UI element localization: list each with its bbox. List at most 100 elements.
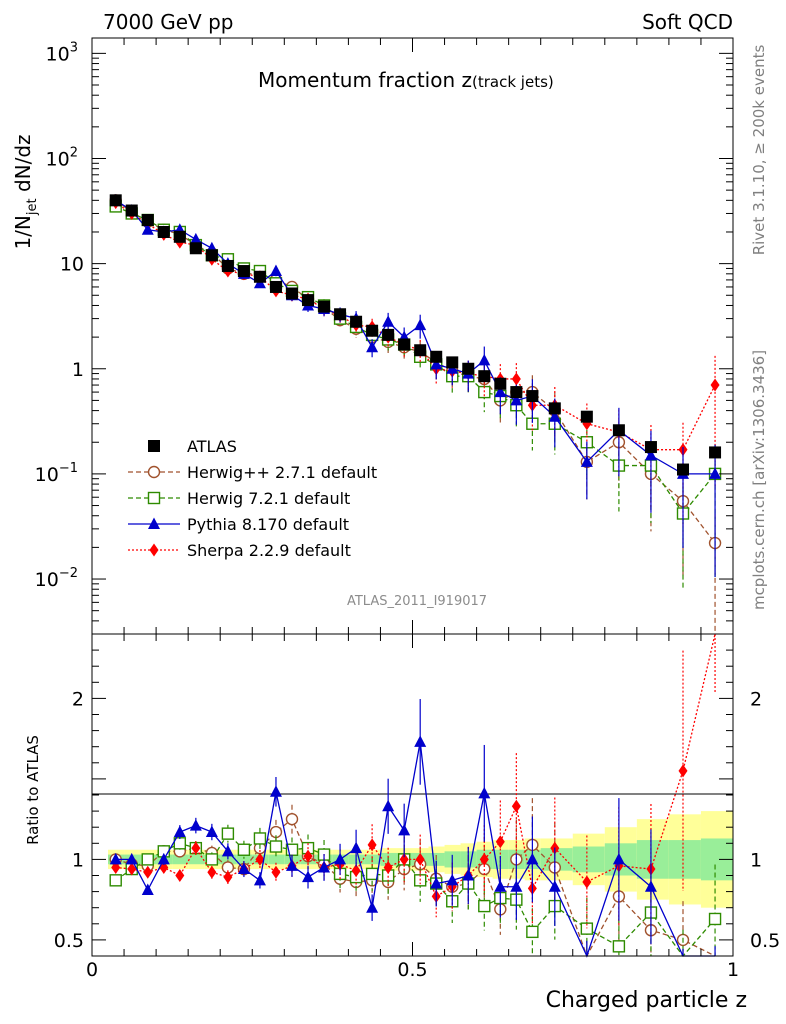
data-point <box>414 344 427 357</box>
x-tick-label: 0 <box>86 959 98 981</box>
legend-marker <box>148 440 160 452</box>
main-y-axis-label: 1/Njet dN/dz <box>11 134 40 249</box>
energy-label: 7000 GeV pp <box>103 10 234 34</box>
data-point <box>318 300 331 313</box>
main-panel-series <box>109 193 722 634</box>
ratio-point <box>365 867 379 881</box>
y-tick-label: 103 <box>46 40 78 65</box>
ratio-point <box>526 925 539 939</box>
ratio-point <box>285 859 298 871</box>
ratio-point <box>430 877 443 889</box>
ratio-point <box>334 852 347 865</box>
ratio-point <box>383 860 393 874</box>
legend-marker <box>147 465 161 479</box>
data-point <box>612 424 625 437</box>
mcplots-label: mcplots.cern.ch [arXiv:1306.3436] <box>750 350 768 610</box>
ratio-point <box>494 880 507 892</box>
data-point <box>189 242 202 255</box>
ratio-point <box>205 853 219 866</box>
data-point <box>366 324 379 337</box>
ratio-point <box>269 785 282 797</box>
data-point <box>526 390 539 403</box>
data-point <box>709 446 722 459</box>
process-label: Soft QCD <box>642 10 733 34</box>
legend-label: Sherpa 2.2.9 default <box>187 541 351 560</box>
ratio-panel-series <box>109 633 722 958</box>
ratio-point <box>157 852 170 865</box>
band-stat <box>668 840 701 879</box>
ratio-point <box>109 874 122 887</box>
ratio-point <box>399 852 409 866</box>
ratio-y-tick-label: 0.5 <box>54 930 84 952</box>
band-stat <box>636 840 669 879</box>
ratio-point <box>223 870 233 884</box>
data-point <box>350 315 363 328</box>
data-point <box>141 214 154 227</box>
data-point <box>494 377 507 390</box>
ratio-point <box>398 823 411 836</box>
ratio-y-tick-label-right: 1 <box>750 849 762 871</box>
ratio-point <box>175 869 185 882</box>
ratio-point <box>415 852 425 866</box>
ratio-point <box>478 899 491 913</box>
data-point <box>189 232 202 245</box>
legend-marker <box>149 543 159 557</box>
ratio-series-pythia-8-170-default <box>109 699 716 958</box>
series-atlas <box>109 194 722 476</box>
ratio-point <box>125 852 138 865</box>
ratio-point <box>351 864 361 878</box>
ratio-point <box>237 843 251 856</box>
ratio-point <box>173 825 186 838</box>
ratio-point <box>382 799 395 812</box>
data-point <box>173 230 186 243</box>
legend-marker <box>147 491 161 505</box>
ratio-point <box>109 852 122 865</box>
ratio-point <box>678 764 688 778</box>
x-axis-label: Charged particle z <box>546 988 747 1013</box>
data-point <box>382 315 395 327</box>
legend-marker <box>148 517 160 529</box>
ratio-point <box>548 880 561 892</box>
data-point <box>430 350 443 363</box>
ratio-y-tick-label-right: 2 <box>750 688 762 710</box>
data-point <box>285 287 298 300</box>
ratio-y-tick-label: 2 <box>72 688 84 710</box>
chart-title-main: Momentum fraction z <box>258 68 472 92</box>
data-point <box>462 362 475 375</box>
data-point <box>157 225 170 238</box>
ratio-point <box>478 786 491 799</box>
data-point <box>510 386 523 399</box>
main-y-axis-label-tail: dN/dz <box>11 134 35 198</box>
rivet-version-label: Rivet 3.1.10, ≥ 200k events <box>750 45 768 256</box>
ratio-point <box>253 832 267 845</box>
ratio-point <box>582 875 592 889</box>
band-stat <box>540 848 573 871</box>
data-point <box>205 249 218 262</box>
ratio-point <box>127 862 137 876</box>
data-point <box>644 448 657 461</box>
ratio-y-tick-label-right: 0.5 <box>750 930 780 952</box>
ratio-point <box>191 841 201 855</box>
ratio-point <box>302 870 315 883</box>
data-point <box>710 378 720 392</box>
data-point <box>269 280 282 293</box>
data-point <box>109 194 122 207</box>
x-tick-label: 0.5 <box>397 959 427 981</box>
ratio-point <box>255 852 265 866</box>
data-point <box>644 441 657 454</box>
x-tick-label: 1 <box>727 959 739 981</box>
legend-label: Pythia 8.170 default <box>187 515 349 534</box>
data-point <box>302 294 315 307</box>
legend-label: Herwig++ 2.7.1 default <box>187 463 377 482</box>
y-tick-label: 10−2 <box>35 566 78 591</box>
data-point <box>269 264 282 277</box>
legend: ATLAS Herwig++ 2.7.1 default Herwig 7.2.1 … <box>128 437 377 560</box>
ratio-point <box>511 799 521 813</box>
ratio-point <box>269 840 283 853</box>
ratio-point <box>526 852 539 865</box>
ratio-point <box>495 835 505 849</box>
data-point <box>677 463 690 476</box>
ratio-point <box>221 844 234 857</box>
data-point <box>221 259 234 272</box>
